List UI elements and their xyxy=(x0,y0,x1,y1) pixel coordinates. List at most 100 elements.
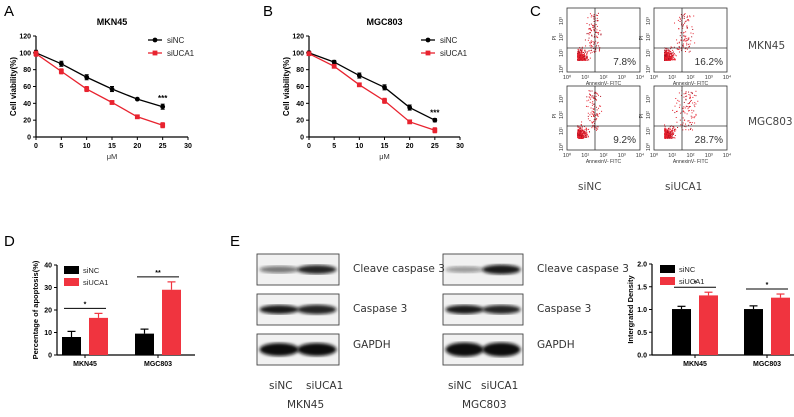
svg-text:40: 40 xyxy=(23,101,31,108)
data-point xyxy=(58,61,64,67)
chart-D-content: 0 10 20 30 40 Percentage of apoptosis(%) MKN45… xyxy=(31,260,195,368)
svg-text:10³: 10³ xyxy=(646,95,652,103)
category-label: MKN45 xyxy=(73,361,97,368)
svg-text:10¹: 10¹ xyxy=(559,127,565,135)
svg-text:10⁰: 10⁰ xyxy=(645,142,652,151)
band-label-cleave-caspase3-mgc803: Cleave caspase 3 xyxy=(537,263,629,275)
bar-siNC-MKN45 xyxy=(62,337,81,355)
chart-title: MKN45 xyxy=(97,17,128,27)
svg-text:0.5: 0.5 xyxy=(637,330,647,337)
flow-cytometry-panel: 7.8% 10⁰ 10¹ 10² 10³ 10⁴ AnnexinV- FITC 10⁰ 10¹ 1… xyxy=(540,0,794,200)
svg-text:10⁴: 10⁴ xyxy=(636,74,645,81)
data-point xyxy=(109,100,115,105)
legend-label: siNC xyxy=(83,266,100,275)
band-label-cleave-caspase3-mkn45: Cleave caspase 3 xyxy=(353,263,445,275)
svg-text:10¹: 10¹ xyxy=(646,49,652,57)
panel-letter-e: E xyxy=(230,233,241,250)
legend-label: siUCA1 xyxy=(679,277,704,286)
significance-marker: * xyxy=(766,282,769,289)
data-point xyxy=(84,86,90,92)
svg-text:0: 0 xyxy=(300,135,304,142)
data-point xyxy=(432,127,438,133)
svg-text:10: 10 xyxy=(44,330,52,337)
group-label-mgc803: MGC803 xyxy=(462,399,507,411)
chart-B-content: MGC803 0 20 40 60 80 100 120 0 5 10 15 20 25 30 μM Cell … xyxy=(282,17,468,161)
legend-label: siNC xyxy=(440,36,458,45)
y-axis-label: Cell viability(%) xyxy=(9,57,18,116)
western-blot-images xyxy=(256,253,524,366)
svg-text:30: 30 xyxy=(184,143,192,150)
svg-text:10⁰: 10⁰ xyxy=(645,64,652,73)
svg-text:10²: 10² xyxy=(646,111,652,119)
significance-marker: * xyxy=(84,301,87,308)
svg-text:0.0: 0.0 xyxy=(637,353,647,360)
svg-text:10¹: 10¹ xyxy=(646,127,652,135)
svg-text:10⁴: 10⁴ xyxy=(723,152,732,159)
data-point xyxy=(109,86,115,92)
svg-text:10⁰: 10⁰ xyxy=(563,74,572,81)
blot-caspase-3 xyxy=(442,293,524,326)
bar-siNC-MGC803 xyxy=(135,333,154,355)
svg-text:100: 100 xyxy=(292,50,304,57)
panel-letter-d: D xyxy=(4,233,15,250)
flow-col-label-siuca1: siUCA1 xyxy=(665,181,703,193)
svg-text:120: 120 xyxy=(19,34,31,41)
flow-y-axis-label: PI xyxy=(552,36,558,41)
flow-row-label-mgc803: MGC803 xyxy=(748,116,793,128)
line-chart-a: MKN45 0 20 40 60 80 100 120 0 5 10 15 20 25 30 μM Cell v… xyxy=(9,17,195,161)
bar-siUCA1-MKN45 xyxy=(89,317,108,355)
svg-text:10³: 10³ xyxy=(559,95,565,103)
svg-text:10¹: 10¹ xyxy=(581,75,589,81)
panel-letter-a: A xyxy=(4,3,15,20)
svg-text:10³: 10³ xyxy=(559,17,565,25)
svg-text:10¹: 10¹ xyxy=(559,49,565,57)
legend-label: siUCA1 xyxy=(167,49,195,58)
svg-text:30: 30 xyxy=(44,285,52,292)
svg-text:10: 10 xyxy=(355,143,363,150)
svg-text:20: 20 xyxy=(133,143,141,150)
svg-text:10²: 10² xyxy=(559,111,565,119)
data-point xyxy=(331,59,337,65)
svg-text:10⁴: 10⁴ xyxy=(723,74,732,81)
svg-text:10¹: 10¹ xyxy=(581,153,589,159)
svg-text:10¹: 10¹ xyxy=(668,75,676,81)
svg-text:10¹: 10¹ xyxy=(668,153,676,159)
svg-text:120: 120 xyxy=(292,34,304,41)
svg-text:10⁰: 10⁰ xyxy=(558,142,565,151)
blot-cleave-caspase-3 xyxy=(256,253,340,286)
band-label-gapdh-mkn45: GAPDH xyxy=(353,339,391,351)
svg-text:15: 15 xyxy=(108,143,116,150)
svg-text:80: 80 xyxy=(296,67,304,74)
panel-letter-b: B xyxy=(263,3,274,20)
flow-col-label-sinc: siNC xyxy=(578,181,602,193)
data-point xyxy=(134,96,140,102)
band-label-gapdh-mgc803: GAPDH xyxy=(537,339,575,351)
bar-siUCA1-MGC803 xyxy=(162,289,181,355)
band-label-caspase3-mkn45: Caspase 3 xyxy=(353,303,408,315)
svg-text:10³: 10³ xyxy=(705,153,713,159)
line-chart-b: MGC803 0 20 40 60 80 100 120 0 5 10 15 20 25 30 μM Cell … xyxy=(282,17,468,161)
flow-plot: 28.7% 10⁰ 10¹ 10² 10³ 10⁴ AnnexinV- FITC 10⁰ 10¹… xyxy=(639,85,732,165)
significance-marker: * xyxy=(694,280,697,287)
svg-text:10³: 10³ xyxy=(646,17,652,25)
lane-label-siuca1-mkn45: siUCA1 xyxy=(306,380,344,392)
svg-text:10²: 10² xyxy=(600,153,608,159)
data-point xyxy=(407,105,413,110)
svg-text:40: 40 xyxy=(44,263,52,270)
svg-text:0: 0 xyxy=(27,135,31,142)
flow-plot: 9.2% 10⁰ 10¹ 10² 10³ 10⁴ AnnexinV- FITC 10⁰ 10¹ 1… xyxy=(552,85,645,165)
y-axis-label: Percentage of apoptosis(%) xyxy=(31,260,40,359)
svg-text:10²: 10² xyxy=(646,33,652,41)
category-label: MGC803 xyxy=(753,361,781,368)
flow-y-axis-label: PI xyxy=(552,114,558,119)
svg-text:10³: 10³ xyxy=(618,153,626,159)
bar-chart-d: 0 10 20 30 40 Percentage of apoptosis(%) MKN45… xyxy=(31,260,195,368)
svg-text:10²: 10² xyxy=(600,75,608,81)
svg-text:10: 10 xyxy=(83,143,91,150)
lane-label-siuca1-mgc803: siUCA1 xyxy=(481,380,519,392)
svg-text:20: 20 xyxy=(23,118,31,125)
bar-siUCA1-MGC803 xyxy=(771,297,790,355)
svg-text:60: 60 xyxy=(296,84,304,91)
blot-gapdh xyxy=(256,333,340,366)
y-axis-label: Cell viability(%) xyxy=(282,57,291,116)
